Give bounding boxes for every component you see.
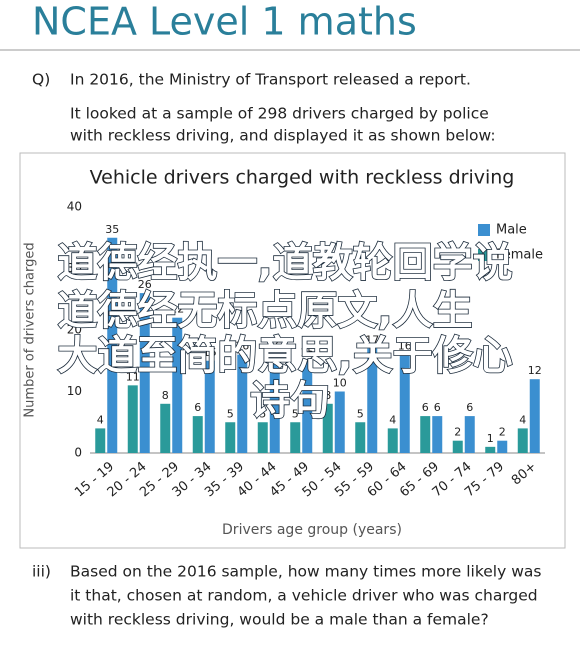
- legend-label: Male: [496, 223, 527, 238]
- legend-swatch: [478, 224, 490, 236]
- value-label: 16: [268, 340, 282, 353]
- bar: [302, 360, 313, 453]
- value-label: 16: [398, 340, 412, 353]
- value-label: 4: [97, 413, 104, 426]
- x-tick-label: 80+: [509, 459, 540, 488]
- legend-label: Female: [496, 248, 543, 263]
- bar: [497, 440, 508, 453]
- value-label: 16: [235, 340, 249, 353]
- value-label: 2: [454, 426, 461, 439]
- bar: [139, 293, 150, 453]
- bar: [237, 354, 248, 453]
- value-label: 5: [259, 407, 266, 420]
- y-tick-label: 10: [67, 384, 82, 398]
- value-label: 22: [170, 303, 184, 316]
- bar: [204, 360, 215, 453]
- y-tick-label: 40: [67, 200, 82, 214]
- bar: [529, 379, 540, 453]
- bar: [334, 391, 345, 453]
- bar: [420, 416, 431, 453]
- question-line: In 2016, the Ministry of Transport relea…: [70, 71, 471, 89]
- value-label: 2: [499, 426, 506, 439]
- bar: [322, 403, 333, 453]
- bar: [257, 422, 268, 453]
- bar: [290, 422, 301, 453]
- question-label: Q): [32, 71, 50, 89]
- value-label: 8: [162, 389, 169, 402]
- value-label: 6: [466, 401, 473, 414]
- value-label: 17: [365, 333, 379, 346]
- bar: [172, 317, 183, 453]
- bar: [399, 354, 410, 453]
- question-line: with reckless driving, and displayed it …: [70, 127, 496, 145]
- value-label: 10: [333, 377, 347, 390]
- value-label: 6: [194, 401, 201, 414]
- header-title: NCEA Level 1 maths: [32, 0, 417, 44]
- bar: [485, 446, 496, 453]
- value-label: 6: [434, 401, 441, 414]
- question-label: iii): [32, 563, 51, 581]
- y-tick-label: 0: [74, 446, 82, 460]
- bar: [387, 428, 398, 453]
- y-axis-label: Number of drivers charged: [23, 242, 38, 417]
- value-label: 4: [389, 413, 396, 426]
- overlay: 道德经执一,道教轮回学说 道德经无标点原文,人生 大道至简的意思,关于修心 诗句: [57, 239, 514, 425]
- bar: [160, 403, 171, 453]
- value-label: 11: [126, 370, 140, 383]
- bar: [107, 237, 118, 453]
- value-label: 15: [300, 346, 314, 359]
- chart-frame: [19, 152, 566, 549]
- question-line: with reckless driving, would be a male t…: [70, 611, 489, 629]
- bar: [517, 428, 528, 453]
- value-label: 8: [324, 389, 331, 402]
- value-label: 5: [357, 407, 364, 420]
- legend-swatch: [478, 249, 490, 261]
- value-label: 5: [292, 407, 299, 420]
- x-axis-label: Drivers age group (years): [222, 522, 402, 538]
- overlay-text: 大道至简的意思,关于修心: [57, 333, 512, 379]
- chart-title: Vehicle drivers charged with reckless dr…: [90, 167, 515, 189]
- value-label: 5: [227, 407, 234, 420]
- bar: [355, 422, 366, 453]
- y-tick-label: 20: [67, 323, 82, 337]
- bar: [367, 348, 378, 453]
- bar: [464, 416, 475, 453]
- value-label: 12: [528, 364, 542, 377]
- value-label: 26: [138, 278, 152, 291]
- value-label: 4: [519, 413, 526, 426]
- bar: [452, 440, 463, 453]
- bar: [225, 422, 236, 453]
- value-label: 6: [422, 401, 429, 414]
- bar: [269, 354, 280, 453]
- value-label: 15: [203, 346, 217, 359]
- question-line: it that, chosen at random, a vehicle dri…: [70, 587, 538, 605]
- bar: [127, 385, 138, 453]
- question-line: It looked at a sample of 298 drivers cha…: [70, 105, 489, 123]
- bar: [432, 416, 443, 453]
- overlay-text: 道德经执一,道教轮回学说: [57, 240, 512, 286]
- y-tick-label: 30: [67, 261, 82, 275]
- bar: [192, 416, 203, 453]
- bar: [95, 428, 106, 453]
- value-label: 35: [105, 223, 119, 236]
- value-label: 1: [487, 432, 494, 445]
- overlay-text: 道德经无标点原文,人生: [57, 288, 472, 334]
- overlay-text: 诗句: [250, 378, 330, 424]
- question-line: Based on the 2016 sample, how many times…: [70, 563, 541, 581]
